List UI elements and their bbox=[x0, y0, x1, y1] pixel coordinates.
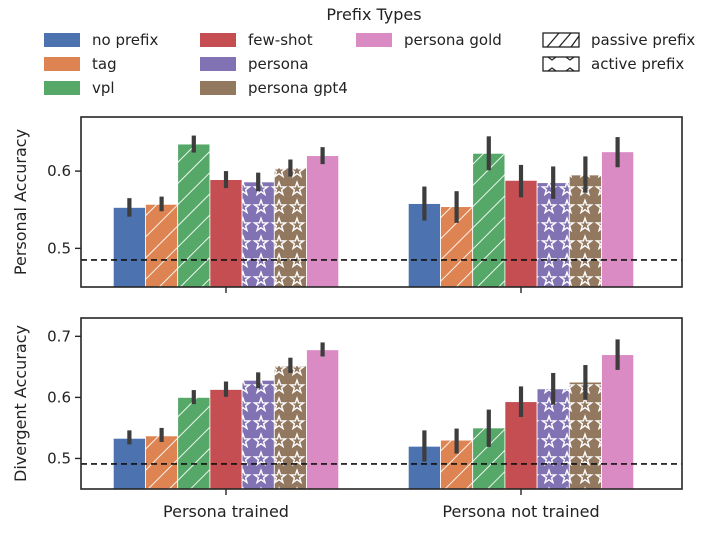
bar-no-prefix-persona-trained bbox=[112, 437, 146, 490]
legend-item-active-prefix: active prefix bbox=[542, 55, 684, 73]
bar-persona-gpt4-persona-trained bbox=[273, 365, 307, 490]
hatch-mark bbox=[546, 32, 580, 48]
legend-item-persona-gold: persona gold bbox=[356, 31, 502, 49]
bar-persona-persona-trained bbox=[241, 379, 275, 490]
legend-item-persona: persona bbox=[200, 55, 309, 73]
legend-swatch bbox=[44, 33, 80, 47]
legend-swatch bbox=[200, 81, 236, 95]
bar-vpl-persona-trained bbox=[177, 396, 211, 490]
bar-persona-gold-persona-trained bbox=[306, 155, 340, 288]
bar-persona-persona-trained bbox=[241, 181, 275, 288]
y-tick-label: 0.5 bbox=[47, 449, 71, 467]
bar-few-shot-persona-trained bbox=[209, 389, 243, 490]
legend-item-tag: tag bbox=[44, 55, 117, 73]
legend-label: persona gpt4 bbox=[248, 79, 348, 97]
legend-label: tag bbox=[92, 55, 117, 73]
axes-frame bbox=[80, 116, 683, 288]
panel-personal-accuracy: 0.5 0.6 Personal Accuracy bbox=[11, 116, 683, 293]
bar-vpl-persona-not-trained bbox=[472, 152, 506, 288]
bar-few-shot-persona-trained bbox=[209, 179, 243, 288]
y-tick-label: 0.7 bbox=[47, 327, 71, 345]
legend-label: persona gold bbox=[404, 31, 502, 49]
legend-label: persona bbox=[248, 55, 309, 73]
legend-label: active prefix bbox=[591, 55, 684, 73]
panel-divergent-accuracy: 0.5 0.6 0.7 Divergent Accuracy bbox=[11, 317, 683, 495]
legend: Prefix Types no prefix tag vpl few-shot pers… bbox=[44, 5, 695, 97]
legend-label: vpl bbox=[92, 79, 115, 97]
y-tick-label: 0.5 bbox=[47, 239, 71, 257]
legend-item-persona-gpt4: persona gpt4 bbox=[200, 79, 348, 97]
x-category-label-persona-trained: Persona trained bbox=[163, 502, 289, 521]
legend-swatch bbox=[356, 33, 392, 47]
bar-persona-gold-persona-not-trained bbox=[601, 354, 635, 490]
axes-frame bbox=[80, 317, 683, 490]
legend-swatch bbox=[200, 57, 236, 71]
legend-label: no prefix bbox=[92, 31, 158, 49]
legend-swatch bbox=[44, 81, 80, 95]
legend-title: Prefix Types bbox=[326, 5, 421, 24]
legend-item-vpl: vpl bbox=[44, 79, 115, 97]
y-axis-label: Personal Accuracy bbox=[11, 129, 30, 275]
x-category-label-persona-not-trained: Persona not trained bbox=[442, 502, 599, 521]
legend-swatch bbox=[542, 56, 580, 72]
legend-item-passive-prefix: passive prefix bbox=[542, 31, 695, 49]
bar-tag-persona-trained bbox=[145, 203, 179, 288]
legend-swatch bbox=[200, 33, 236, 47]
bar-persona-gold-persona-trained bbox=[306, 349, 340, 490]
bar-persona-gpt4-persona-trained bbox=[273, 167, 307, 288]
bar-persona-gold-persona-not-trained bbox=[601, 151, 635, 288]
bar-tag-persona-trained bbox=[145, 435, 179, 490]
bar-persona-gpt4-persona-not-trained bbox=[568, 174, 602, 288]
bar-few-shot-persona-not-trained bbox=[504, 179, 538, 288]
bar-persona-gpt4-persona-not-trained bbox=[568, 381, 602, 490]
legend-item-no-prefix: no prefix bbox=[44, 31, 158, 49]
legend-item-few-shot: few-shot bbox=[200, 31, 313, 49]
y-tick-label: 0.6 bbox=[47, 162, 71, 180]
bar-vpl-persona-trained bbox=[177, 143, 211, 288]
legend-label: few-shot bbox=[248, 31, 313, 49]
legend-swatch bbox=[44, 57, 80, 71]
bar-no-prefix-persona-trained bbox=[112, 207, 146, 288]
bar-persona-persona-not-trained bbox=[536, 182, 570, 288]
legend-swatch bbox=[542, 32, 580, 48]
bar-vpl-persona-not-trained bbox=[472, 427, 506, 490]
star-mark bbox=[547, 56, 575, 72]
y-tick-label: 0.6 bbox=[47, 388, 71, 406]
x-category-labels: Persona trained Persona not trained bbox=[163, 502, 600, 521]
y-axis-label: Divergent Accuracy bbox=[11, 325, 30, 482]
legend-label: passive prefix bbox=[591, 31, 695, 49]
